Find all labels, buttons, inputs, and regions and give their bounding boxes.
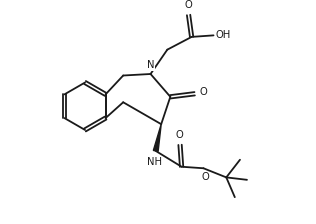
Text: NH: NH (147, 157, 162, 168)
Text: N: N (147, 60, 154, 71)
Polygon shape (153, 124, 161, 151)
Text: O: O (176, 130, 183, 140)
Text: O: O (199, 87, 207, 97)
Text: OH: OH (216, 30, 231, 40)
Text: O: O (201, 172, 209, 182)
Text: O: O (185, 0, 192, 10)
